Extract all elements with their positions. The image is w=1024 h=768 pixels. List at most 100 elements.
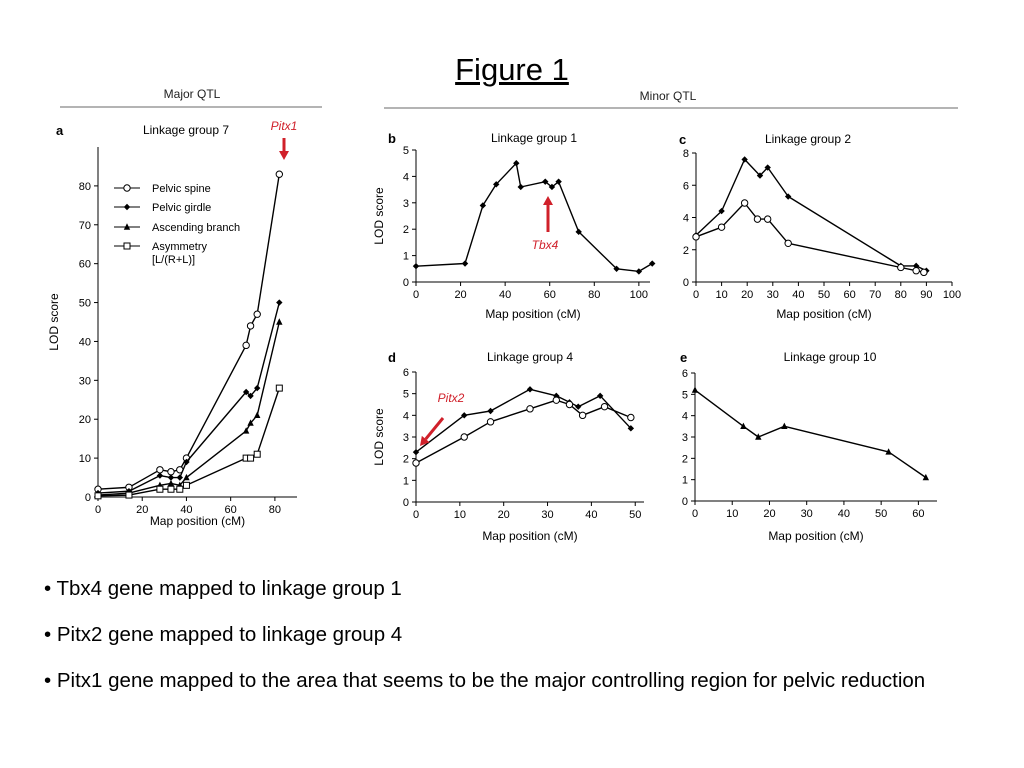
y-tick-label: 2 bbox=[683, 245, 689, 257]
data-point bbox=[575, 228, 582, 236]
chart-title: Linkage group 10 bbox=[784, 350, 877, 364]
series-4 bbox=[94, 384, 283, 500]
data-point bbox=[176, 474, 184, 481]
y-tick-label: 4 bbox=[403, 171, 409, 183]
series-line bbox=[97, 302, 280, 494]
series-2 bbox=[94, 299, 283, 497]
data-point bbox=[691, 386, 699, 393]
x-tick-label: 50 bbox=[875, 508, 887, 520]
x-tick-label: 40 bbox=[838, 508, 850, 520]
data-point bbox=[167, 479, 175, 487]
data-point bbox=[555, 178, 562, 185]
data-point bbox=[247, 419, 254, 426]
x-tick-label: 80 bbox=[588, 289, 600, 301]
y-tick-label: 10 bbox=[79, 453, 91, 465]
data-point bbox=[740, 422, 747, 430]
y-axis-label: LOD score bbox=[47, 293, 61, 351]
legend-label: Ascending branch bbox=[152, 222, 240, 234]
data-point bbox=[717, 223, 726, 231]
y-tick-label: 2 bbox=[682, 453, 688, 465]
y-tick-label: 6 bbox=[403, 367, 409, 379]
data-point bbox=[763, 215, 772, 223]
annotation-arrow-head bbox=[543, 196, 553, 205]
annotation-label: Pitx2 bbox=[438, 391, 465, 405]
annotation-arrow bbox=[420, 417, 445, 446]
data-point bbox=[920, 268, 928, 277]
annotation-arrow-shaft bbox=[424, 417, 445, 440]
legend-item: Asymmetry[L/(R+L)] bbox=[114, 241, 208, 266]
minor-qtl-heading: Minor QTL bbox=[640, 89, 697, 103]
x-axis-label: Map position (cM) bbox=[485, 307, 580, 321]
annotation-label: Pitx1 bbox=[271, 119, 298, 133]
x-tick-label: 90 bbox=[920, 289, 932, 301]
panel-letter: d bbox=[388, 350, 396, 365]
x-tick-label: 100 bbox=[630, 289, 648, 301]
legend-marker bbox=[123, 242, 131, 250]
panel-letter: a bbox=[56, 123, 64, 138]
data-point bbox=[94, 492, 102, 500]
gene-annotation: Tbx4 bbox=[532, 196, 559, 252]
data-point bbox=[596, 392, 604, 400]
panel-letter: e bbox=[680, 350, 687, 365]
data-point bbox=[276, 318, 283, 325]
data-point bbox=[275, 384, 283, 392]
y-tick-label: 20 bbox=[79, 414, 91, 426]
x-axis-label: Map position (cM) bbox=[482, 529, 577, 543]
x-tick-label: 30 bbox=[541, 509, 553, 521]
panel-letter: b bbox=[388, 131, 396, 146]
y-tick-label: 5 bbox=[682, 389, 688, 401]
legend-label: Pelvic girdle bbox=[152, 202, 211, 214]
data-point bbox=[635, 268, 643, 275]
data-point bbox=[247, 454, 255, 462]
data-point bbox=[613, 265, 620, 272]
y-tick-label: 30 bbox=[79, 375, 91, 387]
data-point bbox=[542, 178, 549, 185]
bullet-item: • Tbx4 gene mapped to linkage group 1 bbox=[44, 577, 402, 600]
data-point bbox=[627, 425, 635, 432]
data-point bbox=[486, 418, 495, 426]
data-point bbox=[167, 485, 175, 493]
legend-item: Pelvic spine bbox=[114, 183, 211, 195]
series-1 bbox=[94, 170, 284, 493]
chart-title: Linkage group 4 bbox=[487, 350, 573, 364]
data-point bbox=[784, 193, 792, 200]
x-axis-label: Map position (cM) bbox=[776, 307, 871, 321]
annotation-arrow-head bbox=[279, 151, 289, 160]
x-tick-label: 10 bbox=[454, 509, 466, 521]
data-point bbox=[600, 402, 609, 411]
data-point bbox=[565, 400, 574, 409]
x-tick-label: 0 bbox=[413, 509, 419, 521]
data-point bbox=[513, 160, 520, 167]
series-2 bbox=[412, 396, 635, 467]
y-tick-label: 6 bbox=[682, 368, 688, 380]
y-tick-label: 8 bbox=[683, 148, 689, 160]
data-point bbox=[253, 450, 261, 458]
data-point bbox=[578, 411, 587, 420]
y-tick-label: 5 bbox=[403, 145, 409, 157]
data-point bbox=[176, 485, 184, 493]
chart-title: Linkage group 7 bbox=[143, 123, 229, 137]
legend-marker bbox=[123, 203, 131, 211]
series-line bbox=[695, 158, 927, 272]
panel-letter: c bbox=[679, 132, 686, 147]
x-tick-label: 0 bbox=[95, 504, 101, 516]
x-tick-label: 50 bbox=[818, 289, 830, 301]
x-tick-label: 40 bbox=[499, 289, 511, 301]
series-line bbox=[97, 321, 280, 496]
x-tick-label: 30 bbox=[767, 289, 779, 301]
x-tick-label: 50 bbox=[629, 509, 641, 521]
x-tick-label: 20 bbox=[741, 289, 753, 301]
data-point bbox=[526, 405, 534, 413]
y-tick-label: 70 bbox=[79, 220, 91, 232]
y-tick-label: 2 bbox=[403, 224, 409, 236]
data-point bbox=[741, 156, 748, 163]
data-point bbox=[627, 413, 635, 422]
y-tick-label: 3 bbox=[403, 198, 409, 210]
data-point bbox=[649, 260, 656, 267]
annotation-arrow bbox=[543, 196, 553, 232]
y-tick-label: 1 bbox=[403, 251, 409, 263]
legend-label-cont: [L/(R+L)] bbox=[152, 254, 195, 266]
y-tick-label: 4 bbox=[683, 213, 689, 225]
y-tick-label: 1 bbox=[682, 475, 688, 487]
y-tick-label: 0 bbox=[403, 277, 409, 289]
